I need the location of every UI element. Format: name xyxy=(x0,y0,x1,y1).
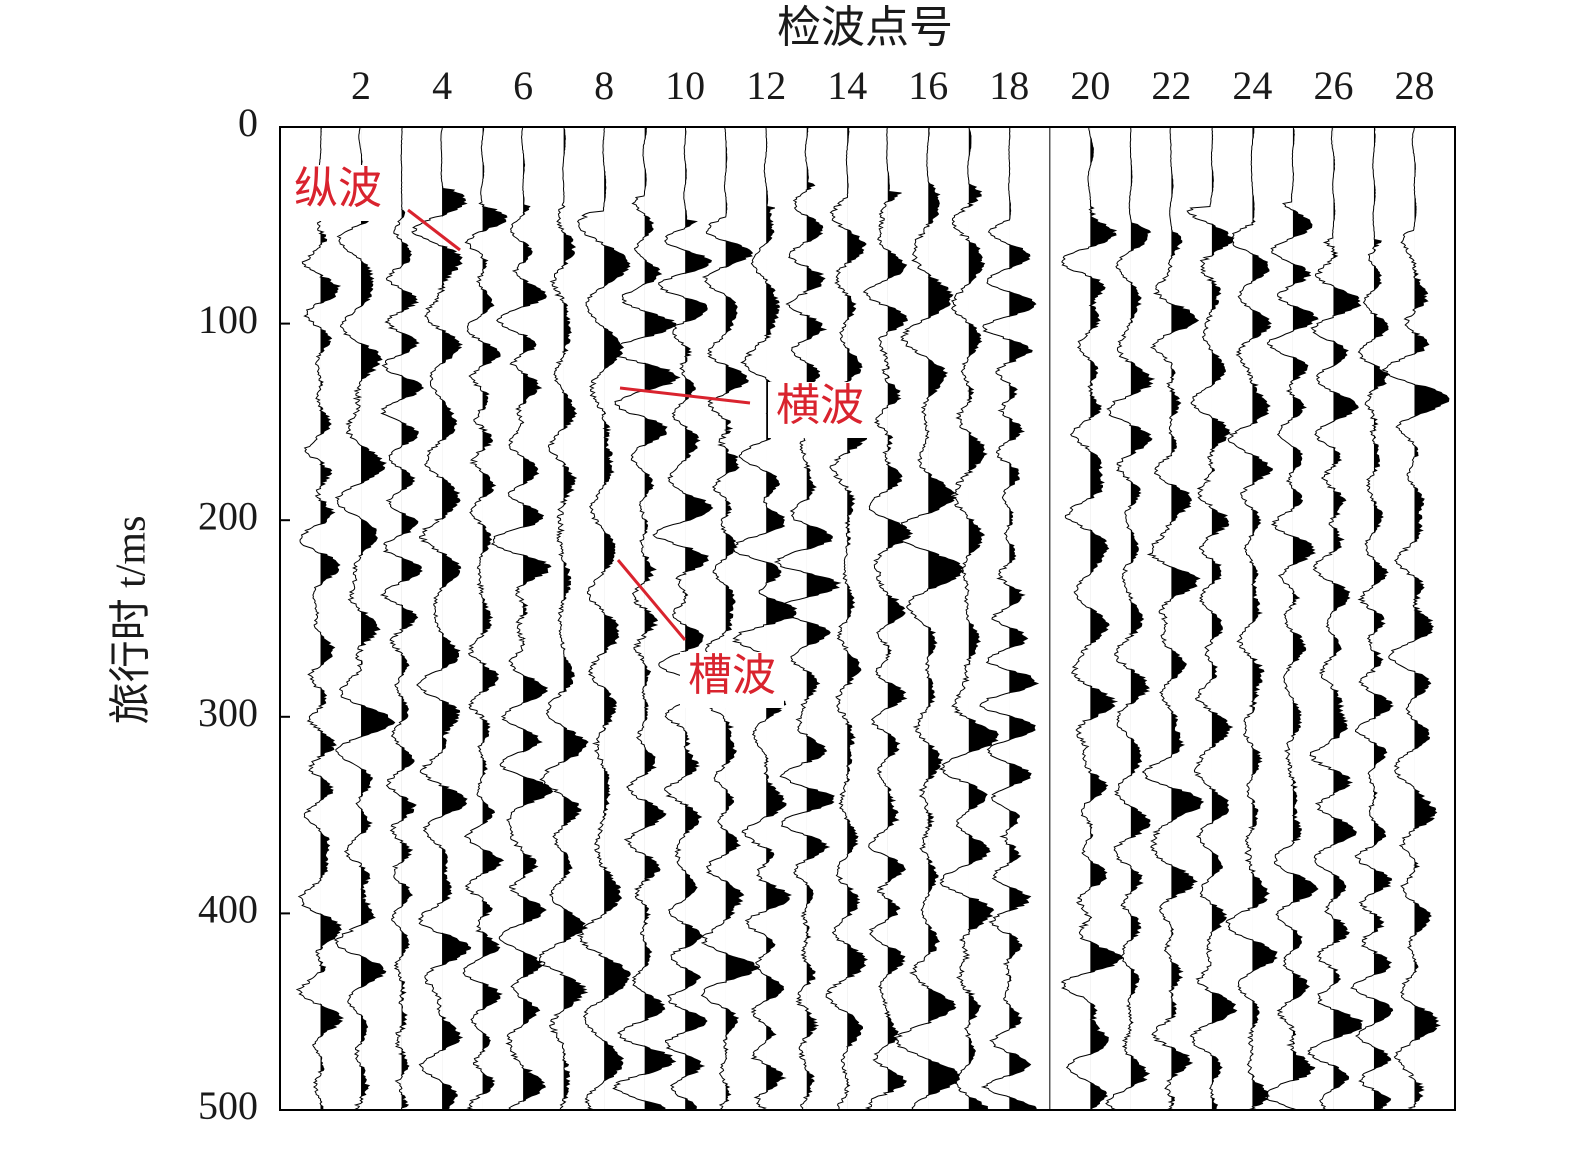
x-tick-label: 4 xyxy=(432,63,452,108)
trace-fill xyxy=(725,127,759,1110)
annotation-bg xyxy=(286,165,390,221)
x-tick-label: 14 xyxy=(827,63,867,108)
y-axis-title: 旅行时 t/ms xyxy=(109,516,155,725)
y-tick-label: 300 xyxy=(198,690,258,735)
trace xyxy=(462,126,508,1110)
trace xyxy=(1350,126,1394,1110)
trace xyxy=(1265,126,1319,1110)
x-tick-label: 8 xyxy=(594,63,614,108)
trace-fill xyxy=(604,127,631,1110)
x-tick-label: 20 xyxy=(1070,63,1110,108)
trace-fill xyxy=(1009,127,1038,1110)
x-tick-label: 2 xyxy=(351,63,371,108)
trace xyxy=(1225,126,1278,1110)
trace-fill xyxy=(1292,127,1318,1110)
trace xyxy=(652,126,715,1110)
trace-fill xyxy=(928,127,963,1110)
trace xyxy=(891,126,964,1110)
trace-fill xyxy=(523,127,553,1110)
trace xyxy=(862,127,914,1110)
trace-fill xyxy=(361,127,395,1110)
y-tick-label: 0 xyxy=(238,100,258,145)
trace-fill xyxy=(1414,127,1449,1110)
y-tick-label: 200 xyxy=(198,493,258,538)
annotation-bg xyxy=(768,382,872,438)
annotation: 横波 xyxy=(776,381,864,430)
trace xyxy=(1186,126,1238,1110)
trace-fill xyxy=(1252,127,1277,1110)
annotation-bg xyxy=(680,652,784,708)
x-tick-label: 22 xyxy=(1151,63,1191,108)
x-tick-label: 26 xyxy=(1313,63,1353,108)
x-tick-label: 10 xyxy=(665,63,705,108)
trace xyxy=(538,126,589,1110)
trace xyxy=(1105,126,1156,1110)
trace-fill xyxy=(563,127,588,1110)
plot-frame xyxy=(279,126,1456,1111)
trace xyxy=(295,126,345,1110)
trace-fill xyxy=(766,127,797,1110)
trace xyxy=(730,126,798,1110)
x-tick-label: 28 xyxy=(1394,63,1434,108)
annotation: 槽波 xyxy=(688,651,776,700)
trace xyxy=(824,126,871,1110)
trace-fill xyxy=(644,127,680,1110)
trace xyxy=(1380,126,1450,1110)
trace-fill xyxy=(482,127,507,1110)
y-tick-label: 500 xyxy=(198,1083,258,1128)
x-tick-label: 24 xyxy=(1232,63,1272,108)
trace xyxy=(938,126,999,1110)
trace-fill xyxy=(401,127,424,1110)
trace xyxy=(979,127,1040,1110)
trace xyxy=(490,126,554,1110)
trace xyxy=(773,126,842,1110)
x-tick-label: 16 xyxy=(908,63,948,108)
trace-fill xyxy=(1333,127,1363,1110)
trace xyxy=(1060,126,1124,1110)
annotation-arrow xyxy=(407,208,461,252)
x-tick-label: 12 xyxy=(746,63,786,108)
y-tick-label: 100 xyxy=(198,297,258,342)
trace-fill xyxy=(847,127,870,1110)
trace-fill xyxy=(320,127,343,1110)
annotation-arrow xyxy=(616,559,687,641)
y-tick-label: 400 xyxy=(198,887,258,932)
x-axis-title: 检波点号 xyxy=(777,3,953,52)
trace xyxy=(576,126,631,1110)
trace xyxy=(1307,126,1364,1110)
trace-fill xyxy=(887,127,912,1110)
x-tick-label: 6 xyxy=(513,63,533,108)
trace-fill xyxy=(968,127,999,1110)
trace-fill xyxy=(1171,127,1204,1110)
trace xyxy=(379,126,425,1110)
trace-fill xyxy=(1211,127,1237,1110)
trace xyxy=(333,127,396,1110)
trace-fill xyxy=(806,127,840,1110)
annotation: 纵波 xyxy=(294,164,382,213)
trace xyxy=(411,126,472,1110)
trace xyxy=(1141,127,1205,1110)
trace xyxy=(609,126,681,1110)
x-tick-label: 18 xyxy=(989,63,1029,108)
trace xyxy=(700,126,759,1110)
annotation-arrow xyxy=(619,386,751,405)
trace-fill xyxy=(1090,127,1123,1110)
